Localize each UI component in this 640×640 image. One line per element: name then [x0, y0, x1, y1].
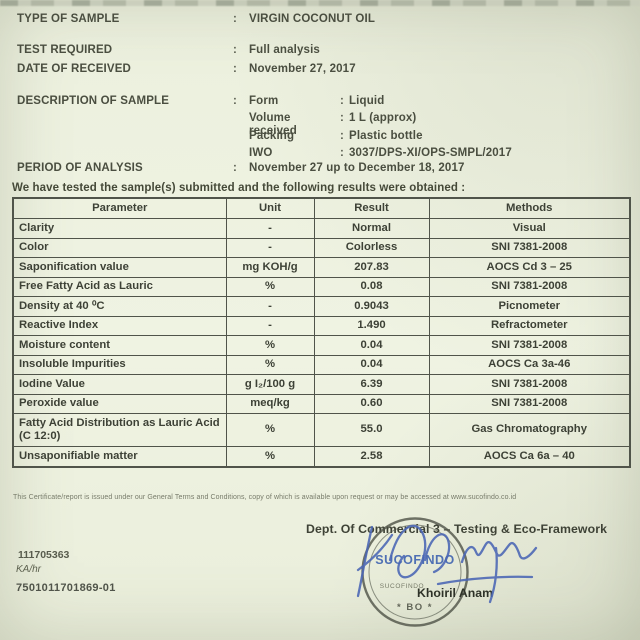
field-description-of-sample: DESCRIPTION OF SAMPLE : Form : Liquid Vo…: [17, 95, 629, 165]
colon-separator: :: [233, 95, 237, 107]
table-row: Iodine Value g I₂/100 g 6.39 SNI 7381-20…: [12, 374, 631, 395]
description-item-form: Form : Liquid: [249, 95, 385, 107]
field-label: PERIOD OF ANALYSIS: [17, 162, 143, 174]
signature-stroke: [388, 524, 427, 579]
col-header-methods: Methods: [428, 197, 631, 219]
stamp-org-small-text: SUCOFINDO: [380, 583, 424, 590]
description-item-volume: Volume received : 1 L (approx): [249, 112, 417, 138]
field-test-required: TEST REQUIRED : Full analysis: [17, 44, 629, 57]
signature-stroke: [460, 541, 538, 564]
col-header-result: Result: [313, 197, 430, 219]
signature-stroke: [488, 546, 498, 604]
signer-name: Khoiril Anam: [417, 586, 494, 600]
signature-stroke: [423, 533, 451, 574]
table-row: Density at 40 ⁰C - 0.9043 Picnometer: [12, 296, 631, 317]
signature-ink: [356, 524, 538, 604]
terms-and-conditions-line: This Certificate/report is issued under …: [13, 494, 517, 501]
table-row: Clarity - Normal Visual: [12, 218, 631, 239]
table-row: Moisture content % 0.04 SNI 7381-2008: [12, 335, 631, 356]
colon-separator: :: [233, 63, 237, 75]
field-value: November 27, 2017: [249, 63, 356, 75]
field-period-of-analysis: PERIOD OF ANALYSIS : November 27 up to D…: [17, 162, 629, 175]
field-value: VIRGIN COCONUT OIL: [249, 13, 376, 25]
description-item-packing: Packing : Plastic bottle: [249, 129, 423, 142]
scan-edge-artifact: [0, 0, 640, 6]
clerk-initials: KA/hr: [16, 564, 42, 575]
results-table: Parameter Unit Result Methods Clarity - …: [12, 197, 631, 468]
reference-number: 7501011701869-01: [16, 582, 116, 594]
col-header-unit: Unit: [225, 197, 315, 219]
stamp-logo-text: SUCOFINDO: [375, 553, 455, 567]
table-header-row: Parameter Unit Result Methods: [12, 197, 631, 219]
table-row: Insoluble Impurities % 0.04 AOCS Ca 3a-4…: [12, 354, 631, 375]
table-row: Color - Colorless SNI 7381-2008: [12, 237, 631, 258]
table-row: Saponification value mg KOH/g 207.83 AOC…: [12, 257, 631, 278]
table-row: Reactive Index - 1.490 Refractometer: [12, 315, 631, 336]
colon-separator: :: [233, 13, 237, 25]
col-header-parameter: Parameter: [12, 197, 227, 219]
description-items: Form : Liquid Volume received : 1 L (app…: [249, 95, 629, 165]
results-intro-line: We have tested the sample(s) submitted a…: [12, 182, 466, 194]
description-item-iwo: IWO : 3037/DPS-XI/OPS-SMPL/2017: [249, 147, 512, 160]
colon-separator: :: [233, 162, 237, 174]
field-label: DATE OF RECEIVED: [17, 63, 132, 75]
table-row: Fatty Acid Distribution as Lauric Acid (…: [12, 413, 631, 447]
field-label: DESCRIPTION OF SAMPLE: [17, 95, 170, 107]
signature-stroke: [356, 533, 394, 572]
table-row: Free Fatty Acid as Lauric % 0.08 SNI 738…: [12, 276, 631, 297]
signature-stroke: [436, 575, 534, 586]
field-type-of-sample: TYPE OF SAMPLE : VIRGIN COCONUT OIL: [17, 13, 629, 26]
field-value: November 27 up to December 18, 2017: [249, 162, 465, 174]
table-row: Unsaponifiable matter % 2.58 AOCS Ca 6a …: [12, 446, 631, 467]
stamp-branch-text: * BO *: [397, 602, 433, 613]
field-value: Full analysis: [249, 44, 320, 56]
field-label: TEST REQUIRED: [17, 44, 113, 56]
field-label: TYPE OF SAMPLE: [17, 13, 120, 25]
colon-separator: :: [233, 44, 237, 56]
table-row: Peroxide value meq/kg 0.60 SNI 7381-2008: [12, 393, 631, 414]
document-number: 111705363: [18, 549, 70, 561]
field-date-of-received: DATE OF RECEIVED : November 27, 2017: [17, 63, 629, 76]
